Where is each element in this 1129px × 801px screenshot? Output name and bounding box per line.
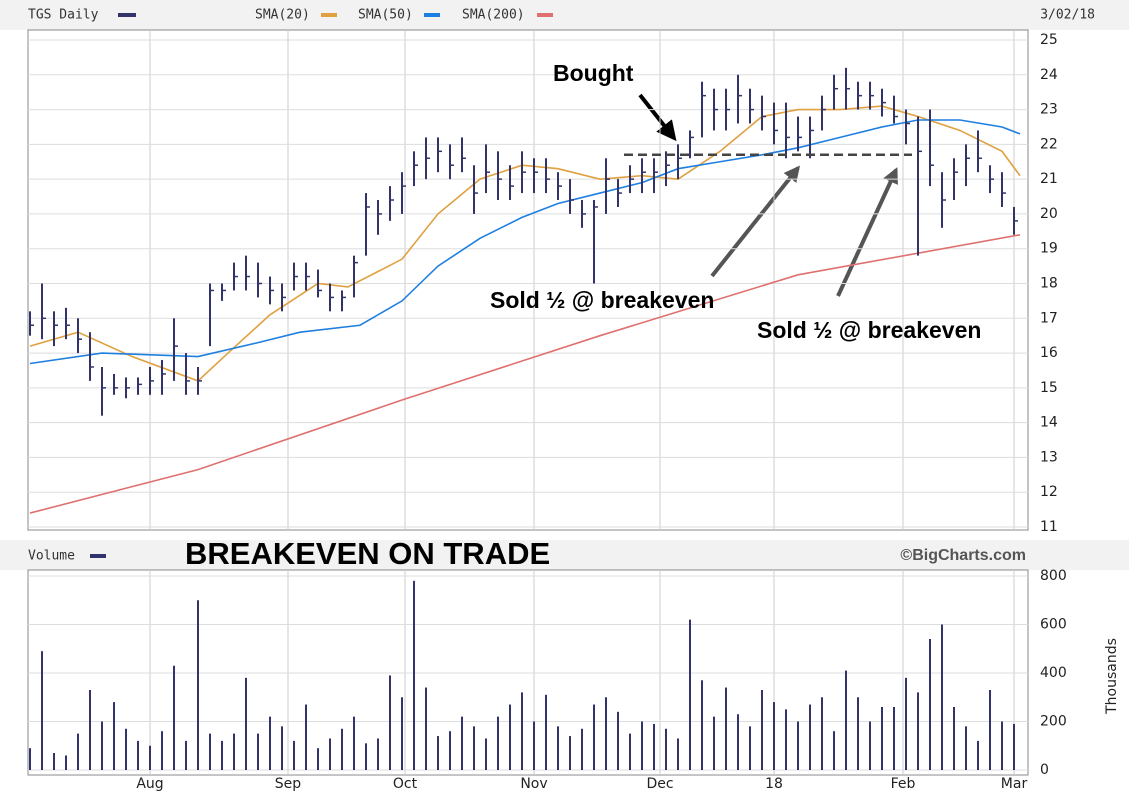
sma-line xyxy=(29,119,1021,365)
source: ©BigCharts.com xyxy=(900,547,1026,564)
y-tick-label: 600 xyxy=(1040,617,1067,633)
y-tick-label: 25 xyxy=(1040,32,1058,48)
x-tick-label: Sep xyxy=(275,776,302,792)
y-tick-label: 0 xyxy=(1040,762,1049,778)
grid xyxy=(28,30,1028,775)
x-tick-label: Aug xyxy=(136,776,163,792)
annotation: Sold ½ @ breakeven xyxy=(490,287,714,313)
x-tick-label: 18 xyxy=(765,776,783,792)
y-axis-label: Thousands xyxy=(1104,638,1120,715)
date: 3/02/18 xyxy=(1040,8,1095,23)
volume-title: Volume xyxy=(28,549,75,564)
y-tick-label: 21 xyxy=(1040,171,1058,187)
y-tick-label: 13 xyxy=(1040,449,1058,465)
x-tick-label: Feb xyxy=(891,776,916,792)
legend-label: SMA(200) xyxy=(462,8,525,23)
x-tick-label: Dec xyxy=(646,776,673,792)
legend-label: SMA(20) xyxy=(255,8,310,23)
arrow xyxy=(638,93,677,142)
sma-line xyxy=(29,234,1021,514)
annotation: Sold ½ @ breakeven xyxy=(757,317,981,343)
ticker-title: TGS Daily xyxy=(28,8,99,23)
headline: BREAKEVEN ON TRADE xyxy=(185,536,550,571)
y-tick-label: 200 xyxy=(1040,714,1067,730)
y-tick-label: 16 xyxy=(1040,345,1058,361)
y-tick-label: 18 xyxy=(1040,276,1058,292)
y-tick-label: 24 xyxy=(1040,67,1058,83)
x-tick-label: Nov xyxy=(520,776,547,792)
y-tick-label: 12 xyxy=(1040,484,1058,500)
y-tick-label: 400 xyxy=(1040,665,1067,681)
y-tick-label: 800 xyxy=(1040,568,1067,584)
price-panel xyxy=(27,29,1029,531)
x-tick-label: Oct xyxy=(393,776,418,792)
header-strip xyxy=(0,0,1129,30)
y-tick-label: 14 xyxy=(1040,415,1058,431)
arrow xyxy=(710,165,800,278)
arrow xyxy=(836,167,898,297)
annotation: Bought xyxy=(553,60,634,86)
x-tick-label: Mar xyxy=(1001,776,1028,792)
y-tick-label: 23 xyxy=(1040,102,1058,118)
y-tick-label: 11 xyxy=(1040,519,1058,535)
y-tick-label: 19 xyxy=(1040,241,1058,257)
y-tick-label: 17 xyxy=(1040,310,1058,326)
y-tick-label: 22 xyxy=(1040,136,1058,152)
y-tick-label: 20 xyxy=(1040,206,1058,222)
y-tick-label: 15 xyxy=(1040,380,1058,396)
legend-label: SMA(50) xyxy=(358,8,413,23)
volume-strip xyxy=(0,540,1129,570)
